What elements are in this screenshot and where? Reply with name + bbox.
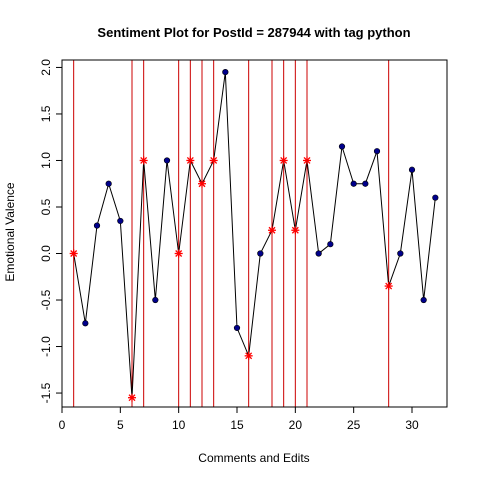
x-tick-label: 10 <box>172 418 186 432</box>
edit-marker <box>291 226 299 234</box>
comment-point <box>223 69 229 75</box>
x-axis: 0 5 10 15 20 25 30 <box>59 407 419 432</box>
x-tick-label: 25 <box>347 418 361 432</box>
data-points <box>70 69 438 401</box>
comment-point <box>398 251 404 257</box>
comment-point <box>421 297 427 303</box>
x-tick-label: 30 <box>405 418 419 432</box>
y-tick-label: -1.0 <box>39 336 53 357</box>
comment-point <box>234 325 240 331</box>
comment-point <box>433 195 439 201</box>
comment-point <box>374 148 380 154</box>
edit-marker <box>186 156 194 164</box>
y-tick-label: 0.5 <box>39 198 53 215</box>
edit-marker <box>175 250 183 258</box>
edit-marker <box>140 156 148 164</box>
x-axis-label: Comments and Edits <box>198 451 309 465</box>
edit-marker <box>210 156 218 164</box>
comment-point <box>363 181 369 187</box>
edit-marker <box>280 156 288 164</box>
edit-marker <box>128 394 136 402</box>
x-tick-label: 20 <box>289 418 303 432</box>
plot-frame <box>62 60 447 407</box>
comment-point <box>339 144 345 150</box>
edit-marker <box>268 226 276 234</box>
edit-marker <box>303 156 311 164</box>
comment-point <box>83 320 89 326</box>
edit-marker <box>385 282 393 290</box>
chart-title: Sentiment Plot for PostId = 287944 with … <box>97 25 410 40</box>
comment-point <box>258 251 264 257</box>
y-tick-label: 0.0 <box>39 245 53 262</box>
comment-point <box>118 218 124 224</box>
edit-marker <box>245 352 253 360</box>
comment-point <box>94 223 100 229</box>
y-axis-label: Emotional Valence <box>3 182 17 281</box>
comment-point <box>164 158 170 164</box>
comment-point <box>409 167 415 173</box>
series-path <box>74 72 436 398</box>
series-line <box>74 72 436 398</box>
y-tick-label: 1.5 <box>39 105 53 122</box>
comment-point <box>328 241 334 247</box>
y-tick-label: 2.0 <box>39 59 53 76</box>
y-tick-label: 1.0 <box>39 152 53 169</box>
x-tick-label: 15 <box>230 418 244 432</box>
x-tick-label: 5 <box>117 418 124 432</box>
edit-marker <box>198 180 206 188</box>
y-tick-label: -0.5 <box>39 289 53 310</box>
comment-point <box>106 181 112 187</box>
comment-point <box>351 181 357 187</box>
edit-marker <box>70 250 78 258</box>
comment-point <box>316 251 322 257</box>
comment-point <box>153 297 159 303</box>
y-tick-label: -1.5 <box>39 382 53 403</box>
x-tick-label: 0 <box>59 418 66 432</box>
y-axis: -1.5 -1.0 -0.5 0.0 0.5 1.0 1.5 2.0 <box>39 59 62 404</box>
